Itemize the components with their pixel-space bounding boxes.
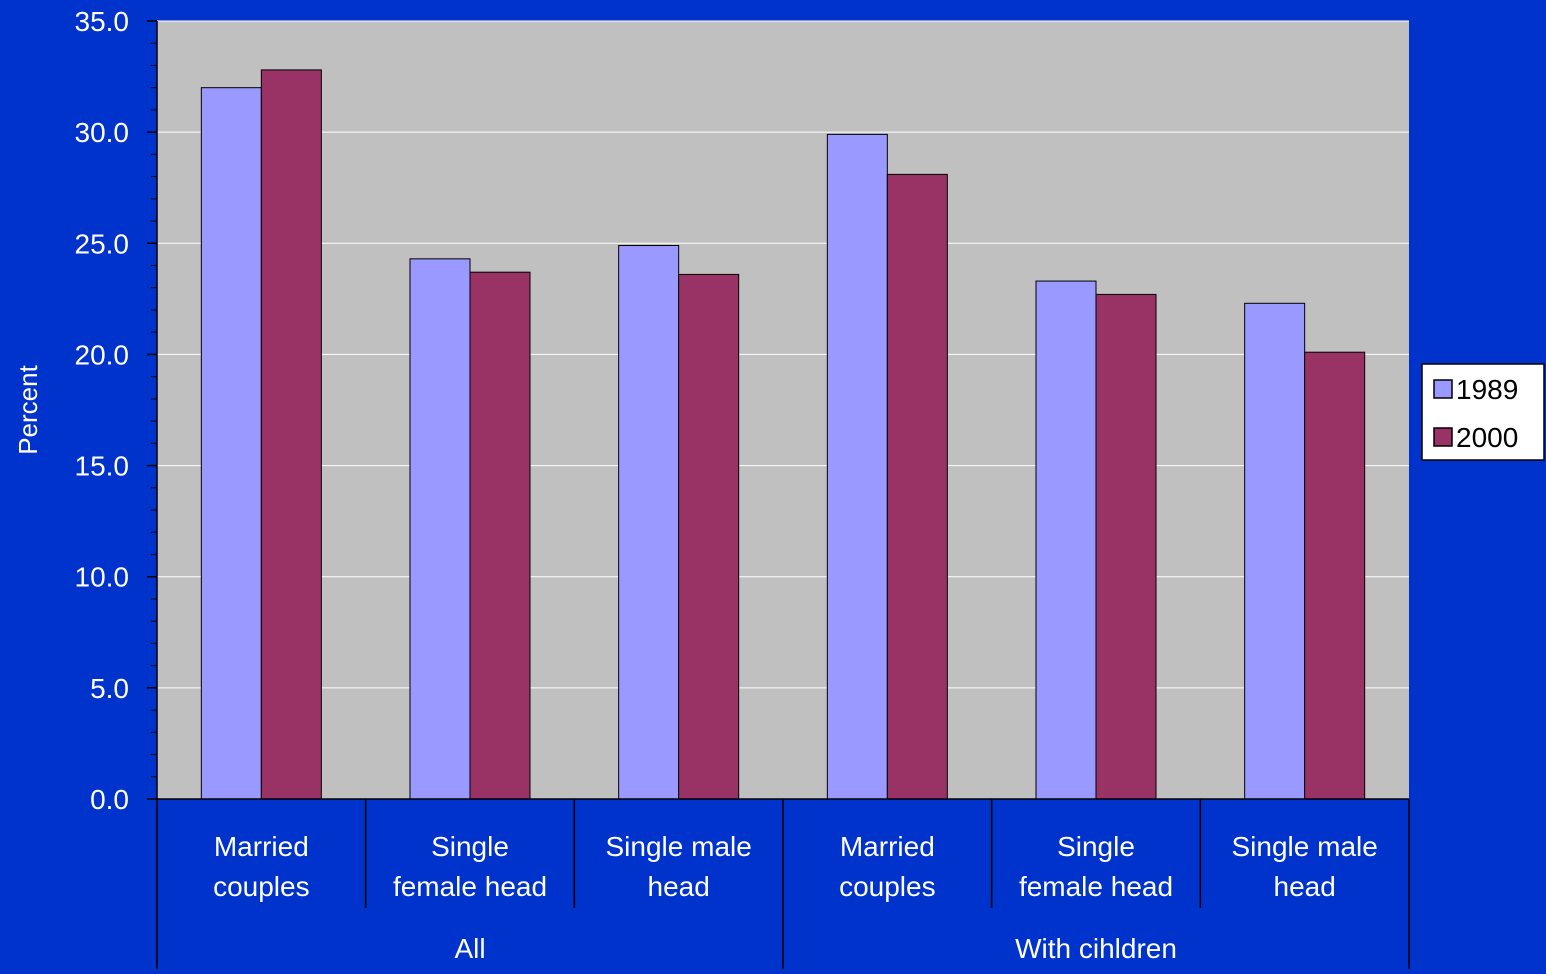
y-tick-label: 35.0 [75, 6, 130, 37]
bar-2000-4 [886, 173, 948, 800]
bar-1989-6 [1244, 302, 1306, 800]
x-axis: Married couples Single female head Single ma… [156, 798, 1410, 969]
bar-1989-3 [618, 245, 680, 800]
bar-2000-6 [1304, 351, 1366, 800]
x-tick-label: female head [393, 871, 547, 902]
bar-1989-2 [409, 258, 471, 800]
y-tick-label: 30.0 [75, 117, 130, 148]
legend-swatch-2000 [1433, 427, 1453, 447]
x-tick-label: Single male [606, 831, 752, 862]
y-tick-label: 10.0 [75, 562, 130, 593]
bar-1989-5 [1035, 280, 1097, 800]
legend: 1989 2000 [1421, 363, 1545, 461]
plot-area [157, 21, 1409, 799]
x-tick-label: Married [214, 831, 309, 862]
gridlines [157, 20, 1409, 689]
y-tick-label: 20.0 [75, 339, 130, 370]
x-tick-label: Single [1057, 831, 1135, 862]
bar-2000-5 [1095, 293, 1157, 800]
legend-label: 1989 [1456, 374, 1518, 405]
bar-2000-3 [678, 273, 740, 800]
x-group-label: With cihldren [1015, 933, 1177, 964]
x-tick-label: Single [431, 831, 509, 862]
x-tick-label: head [1274, 871, 1336, 902]
y-tick-label: 5.0 [90, 673, 129, 704]
y-axis-label: Percent [13, 364, 43, 454]
y-tick-label: 25.0 [75, 228, 130, 259]
x-tick-label: couples [839, 871, 936, 902]
legend-label: 2000 [1456, 422, 1518, 453]
x-tick-label: Married [840, 831, 935, 862]
y-tick-label: 15.0 [75, 451, 130, 482]
bar-2000-1 [260, 69, 322, 800]
y-tick-label: 0.0 [90, 784, 129, 815]
x-tick-label: couples [213, 871, 310, 902]
x-tick-label: Single male [1232, 831, 1378, 862]
bar-2000-2 [469, 271, 531, 800]
y-axis: 0.0 5.0 10.0 15.0 20.0 25.0 30.0 35.0 [75, 6, 158, 815]
bar-1989-4 [826, 133, 888, 800]
bars [200, 69, 1366, 800]
bar-1989-1 [200, 87, 262, 800]
x-tick-label: head [648, 871, 710, 902]
x-tick-label: female head [1019, 871, 1173, 902]
x-group-label: All [454, 933, 485, 964]
legend-swatch-1989 [1433, 379, 1453, 399]
